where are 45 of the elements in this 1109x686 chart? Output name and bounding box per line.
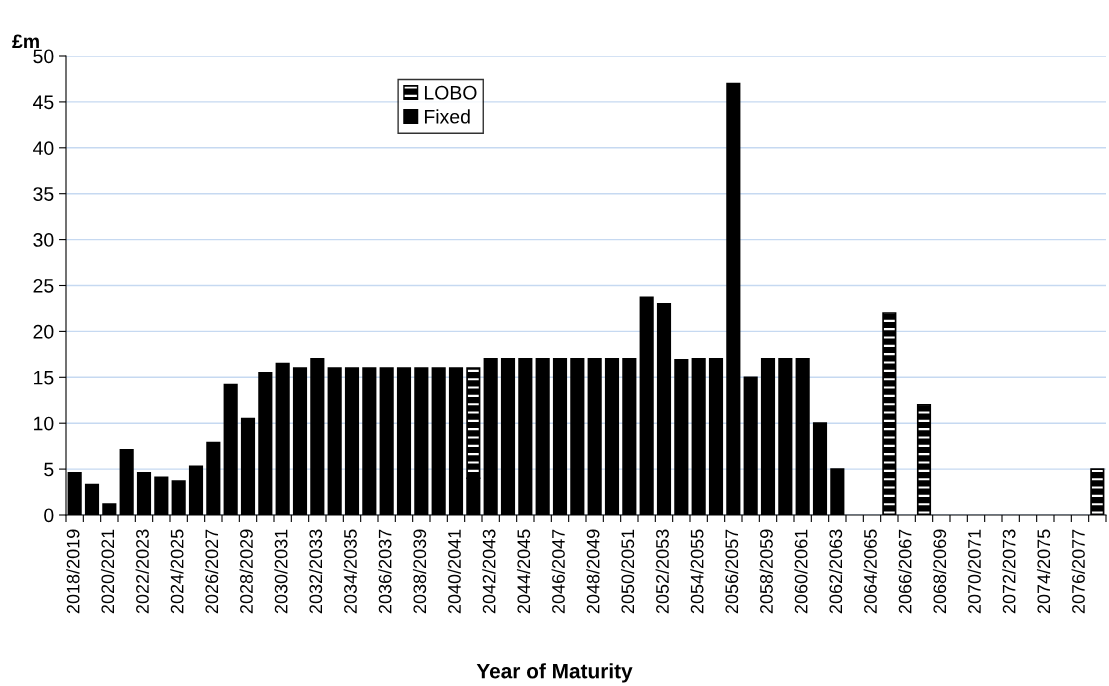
x-tick-label: 2026/2027 [204,529,219,614]
x-tick-label: 2024/2025 [170,529,184,614]
y-tick-label: 50 [33,49,54,64]
y-tick-label: 5 [44,462,54,477]
x-tick-label: 2046/2047 [551,529,565,614]
x-tick-label: 2076/2077 [1071,529,1085,614]
x-tick-label: 2036/2037 [378,529,392,614]
x-tick-label: 2062/2063 [828,529,843,614]
y-tick-label: 0 [44,508,54,523]
y-tick-label: 10 [34,416,54,431]
x-tick-label: 2064/2065 [863,529,877,614]
y-tick-label: 40 [33,141,54,156]
x-tick-label: 2056/2057 [724,529,739,614]
y-tick-label: 35 [33,187,54,201]
y-tick-label: 25 [33,278,54,293]
x-tick-label: 2052/2053 [655,529,669,614]
y-tick-label: 15 [34,370,54,385]
y-tick-label: 45 [33,95,54,110]
x-tick-label: 2040/2041 [447,529,461,614]
x-tick-label: 2068/2069 [932,529,947,614]
y-tick-label: 20 [33,324,54,339]
y-tick-label: 30 [33,233,54,247]
x-tick-label: 2034/2035 [343,529,357,614]
x-tick-label: 2042/2043 [482,529,496,614]
x-tick-label: 2022/2023 [135,529,149,614]
x-tick-label: 2020/2021 [100,529,115,614]
x-tick-label: 2060/2061 [794,529,808,614]
x-tick-label: 2070/2071 [967,529,981,614]
x-tick-label: 2038/2039 [412,529,427,614]
x-tick-label: 2028/2029 [239,529,253,614]
x-tick-label: 2066/2067 [898,529,912,614]
legend-label: LOBO [425,85,477,100]
x-tick-label: 2048/2049 [586,529,600,614]
y-axis-title: £m [12,34,39,48]
x-tick-label: 2054/2055 [690,529,704,614]
x-tick-label: 2050/2051 [620,529,635,614]
x-tick-label: 2044/2045 [516,529,531,614]
legend-label: Fixed [425,109,470,124]
x-tick-label: 2030/2031 [274,529,288,614]
x-tick-label: 2018/2019 [66,529,80,614]
x-tick-label: 2074/2075 [1036,529,1051,614]
x-tick-label: 2032/2033 [308,529,323,614]
x-axis-title: Year of Maturity [476,663,633,683]
x-tick-label: 2072/2073 [1002,529,1016,614]
x-tick-label: 2058/2059 [759,529,773,614]
